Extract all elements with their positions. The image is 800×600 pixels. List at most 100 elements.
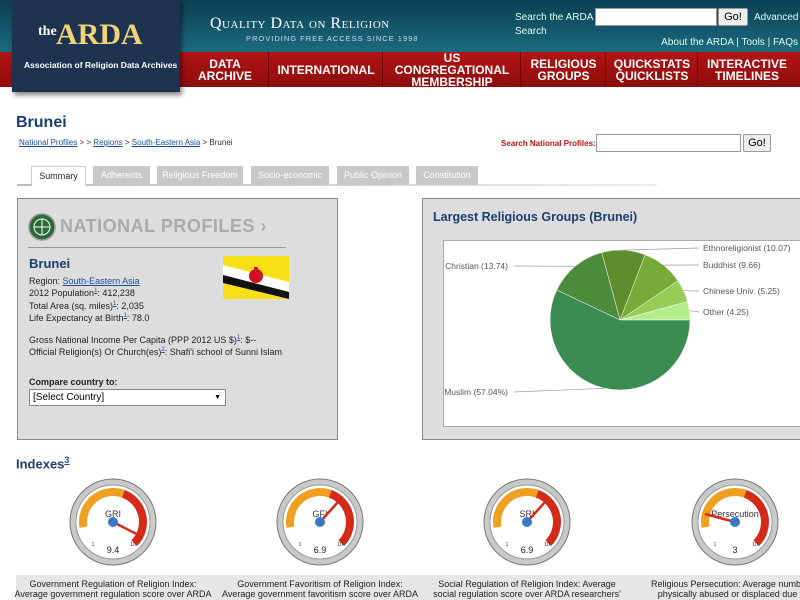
fact-row: Official Religion(s) Or Church(es)2: Sha… (29, 347, 282, 357)
crumb-link[interactable]: National Profiles (19, 138, 78, 147)
tab[interactable]: Socio-economic (251, 166, 329, 185)
fact-label: 2012 Population (29, 288, 95, 298)
nav-item[interactable]: QUICKSTATS QUICKLISTS (605, 52, 698, 87)
footnote[interactable]: 3 (64, 455, 70, 465)
np-search-input[interactable] (596, 134, 741, 152)
link[interactable]: FAQs (772, 37, 798, 48)
gauge-needle (111, 520, 141, 537)
crumb-link[interactable]: Regions (93, 138, 123, 147)
scale-min: 1 (506, 542, 509, 548)
gauge-abbr: GRI (105, 509, 121, 519)
fact-row: Total Area (sq. miles)1: 2,035 (29, 301, 144, 311)
leader-line (623, 247, 700, 251)
gauge-band (121, 490, 147, 547)
footnote[interactable]: 1 (123, 313, 127, 319)
gauge-value: 9.4 (107, 545, 120, 555)
header-links: About the ARDA | Tools | FAQs (661, 37, 798, 48)
footnote[interactable]: 1 (94, 288, 98, 294)
tab[interactable]: Religious Freedom (157, 166, 243, 185)
gauge-desc: Average government favoritism score over… (222, 589, 418, 599)
pie-slice (556, 252, 621, 321)
slice-label: Ethnoreligionist (10.07) (703, 243, 791, 253)
indexes-title: Indexes (16, 456, 65, 472)
footnote[interactable]: 2 (161, 347, 165, 353)
link[interactable]: Tools (741, 37, 765, 48)
search-input[interactable] (595, 8, 717, 26)
nav-item[interactable]: INTERNATIONAL (268, 52, 383, 87)
nav-label: DATA ARCHIVE (197, 56, 252, 83)
nav-item[interactable]: US CONGREGATIONAL MEMBERSHIP (382, 50, 521, 89)
footnote[interactable]: 1 (236, 335, 241, 341)
flag (223, 256, 289, 299)
gauge-value: 6.9 (314, 545, 327, 555)
compare-label: Compare country to: (29, 377, 118, 387)
fact-row: Gross National Income Per Capita (PPP 20… (29, 335, 256, 345)
nav-item[interactable]: INTERACTIVE TIMELINES (697, 52, 796, 87)
gauge-desc: social regulation score over ARDA resear… (433, 589, 621, 599)
np-search-label: Search National Profiles: (501, 139, 596, 148)
groups-title: Largest Religious Groups (Brunei) (433, 210, 638, 224)
fact-label: Total Area (sq. miles) (29, 301, 114, 311)
nav-label: US CONGREGATIONAL MEMBERSHIP (394, 50, 510, 89)
scale-min: 1 (714, 542, 717, 548)
scale-min: 1 (299, 542, 302, 548)
tab[interactable]: Adherents (93, 166, 150, 185)
advanced-search[interactable]: Advanced Search (515, 12, 799, 37)
scale-max: 10 (752, 542, 758, 548)
nav-item[interactable]: DATA ARCHIVE (180, 52, 269, 87)
gauge-hub (108, 517, 118, 527)
crumb-sep: > (202, 138, 208, 147)
gauge-needle (704, 512, 737, 524)
tab[interactable]: Constitution (416, 166, 478, 185)
nav-label: INTERACTIVE TIMELINES (706, 56, 787, 83)
breadcrumb: National Profiles > > Regions > South-Ea… (19, 138, 233, 147)
fact-label: Official Religion(s) Or Church(es) (29, 347, 162, 357)
tab-active[interactable]: Summary (31, 166, 86, 186)
gauge-desc: Government Regulation of Religion Index: (29, 579, 196, 589)
separator: | (736, 37, 739, 48)
tab[interactable]: Public Opinion (337, 166, 409, 185)
gauge-hub (730, 517, 740, 527)
gauge-band (701, 488, 747, 528)
slice-label: Buddhist (9.66) (703, 260, 761, 270)
tagline: Quality Data on Religion (210, 15, 390, 32)
desc-strip (16, 575, 800, 600)
search-label: Search the ARDA (515, 12, 594, 23)
gauge-abbr: GFI (313, 509, 328, 519)
gauge-hub (315, 517, 325, 527)
crumb-current: Brunei (209, 138, 233, 147)
nav-item[interactable]: RELIGIOUS GROUPS (520, 52, 606, 87)
gauge-abbr: Persecution (711, 509, 759, 519)
panel-title: NATIONAL PROFILES › (60, 216, 267, 236)
link[interactable]: About the ARDA (661, 37, 734, 48)
region-link[interactable]: South-Eastern Asia (62, 276, 140, 286)
crumb-link[interactable]: South-Eastern Asia (131, 138, 201, 147)
logo[interactable]: the ARDA Association of Religion Data Ar… (12, 0, 180, 92)
np-search-button[interactable]: Go! (743, 134, 771, 152)
tab-line (17, 184, 657, 186)
gauge-value: 6.9 (521, 545, 534, 555)
page-title: Brunei (16, 114, 67, 131)
indexes-heading: Indexes3 (16, 455, 69, 471)
fact-row: 2012 Population1: 412,238 (29, 288, 135, 298)
scale-min: 1 (92, 542, 95, 548)
region-row: Region: South-Eastern Asia (29, 276, 140, 286)
search-button[interactable]: Go! (718, 8, 748, 26)
gauge-desc: Government Favoritism of Religion Index: (237, 579, 403, 589)
leader-line (513, 387, 605, 393)
fact-label: Life Expectancy at Birth (29, 313, 124, 323)
fact-value: : 2,035 (116, 301, 144, 311)
logo-name: ARDA (56, 18, 143, 51)
scale-max: 10 (337, 542, 343, 548)
compare-select[interactable]: [Select Country] ▼ (29, 389, 226, 406)
logo-sub: Association of Religion Data Archives (24, 60, 178, 70)
fact-value: : $-- (240, 335, 257, 345)
gauge-band (79, 488, 125, 528)
slice-label: Other (4.25) (703, 307, 749, 317)
footnote[interactable]: 1 (113, 301, 117, 307)
gauge-desc: Social Regulation of Religion Index: Ave… (438, 579, 615, 589)
gauge-band (328, 490, 354, 547)
nav-label: RELIGIOUS GROUPS (530, 56, 597, 83)
